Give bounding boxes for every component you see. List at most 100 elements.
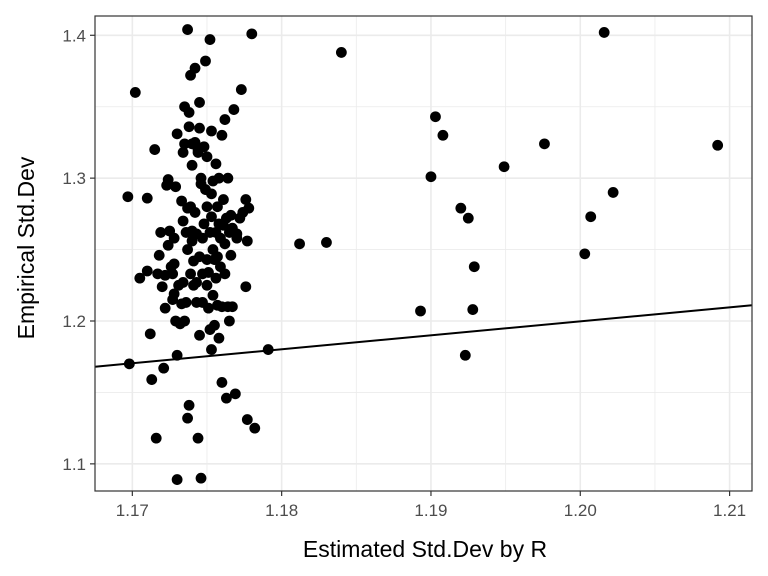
grid-minor: [95, 16, 752, 491]
data-point: [183, 399, 195, 411]
data-point: [201, 151, 213, 163]
data-point: [241, 414, 253, 425]
data-point: [210, 158, 222, 170]
x-axis-title: Estimated Std.Dev by R: [303, 536, 547, 562]
data-point: [598, 27, 610, 38]
data-point: [218, 194, 229, 205]
data-point: [183, 121, 195, 133]
data-point: [225, 249, 237, 261]
data-point: [162, 174, 174, 185]
data-point: [179, 138, 190, 150]
data-point: [235, 84, 247, 95]
data-point: [467, 304, 479, 315]
grid-major: [95, 16, 752, 491]
data-point: [186, 159, 198, 171]
data-point: [171, 128, 183, 140]
data-point: [229, 388, 241, 400]
data-point: [241, 235, 253, 247]
data-point: [455, 202, 467, 214]
data-point: [430, 111, 441, 123]
data-point: [212, 201, 223, 213]
axis-ticks: [90, 34, 731, 496]
data-point: [182, 24, 193, 35]
data-point: [180, 297, 192, 308]
data-point: [222, 172, 234, 184]
data-point: [579, 248, 591, 260]
reference-line-layer: [94, 304, 753, 368]
data-point: [240, 281, 252, 293]
data-point: [177, 147, 189, 158]
data-point: [415, 305, 426, 317]
y-tick-labels: 1.1 1.2 1.3 1.4: [62, 26, 86, 474]
data-point: [425, 171, 437, 183]
data-point: [231, 228, 243, 240]
data-point: [122, 191, 134, 203]
data-point: [219, 238, 231, 250]
x-tick-labels: 1.17 1.18 1.19 1.20 1.21: [116, 501, 746, 520]
data-point: [201, 279, 213, 291]
data-point: [189, 62, 201, 74]
data-point: [185, 268, 196, 280]
data-point: [539, 138, 550, 150]
data-point: [170, 181, 182, 193]
data-point: [221, 392, 232, 404]
data-point: [146, 374, 158, 385]
data-point: [179, 315, 190, 327]
data-point: [585, 211, 597, 223]
data-point: [123, 358, 135, 370]
data-point: [203, 267, 214, 278]
x-tick-label: 1.21: [713, 501, 746, 520]
data-point: [168, 288, 180, 300]
data-point: [167, 268, 179, 280]
reference-line: [94, 304, 753, 368]
data-point: [206, 211, 217, 223]
data-point: [246, 28, 258, 40]
data-point: [189, 207, 201, 218]
data-point: [171, 474, 183, 485]
y-tick-label: 1.3: [62, 169, 86, 188]
data-point: [335, 47, 347, 58]
data-point: [216, 377, 228, 388]
data-point: [168, 258, 180, 270]
data-point: [158, 362, 170, 374]
data-point: [607, 187, 619, 198]
data-point: [182, 412, 193, 424]
data-point: [177, 277, 189, 288]
data-point: [468, 261, 480, 273]
data-point: [262, 344, 274, 355]
data-point: [219, 114, 231, 125]
data-point: [207, 289, 219, 301]
data-point: [141, 265, 153, 277]
data-point: [177, 215, 189, 227]
data-point: [168, 232, 180, 244]
data-point: [144, 328, 156, 340]
data-point: [204, 34, 216, 45]
data-point: [159, 302, 171, 314]
data-point: [213, 172, 225, 184]
data-point: [209, 319, 220, 331]
data-point: [200, 55, 211, 67]
data-point: [150, 432, 162, 444]
data-point: [226, 301, 238, 313]
data-point: [206, 125, 217, 137]
data-point: [183, 107, 195, 118]
panel-border: [94, 15, 753, 492]
data-point: [712, 139, 724, 151]
data-point: [153, 249, 165, 261]
y-tick-label: 1.1: [62, 455, 86, 474]
data-point: [198, 218, 210, 230]
data-point: [206, 188, 217, 200]
data-point: [212, 251, 223, 263]
data-point: [141, 192, 153, 204]
data-point: [203, 302, 214, 314]
data-point: [294, 238, 305, 250]
data-point: [321, 237, 332, 248]
y-tick-label: 1.2: [62, 312, 86, 331]
data-point: [437, 129, 449, 141]
data-point: [201, 201, 213, 213]
data-point: [462, 212, 474, 224]
data-point: [162, 239, 174, 251]
data-point: [149, 144, 161, 155]
data-point: [201, 254, 213, 265]
